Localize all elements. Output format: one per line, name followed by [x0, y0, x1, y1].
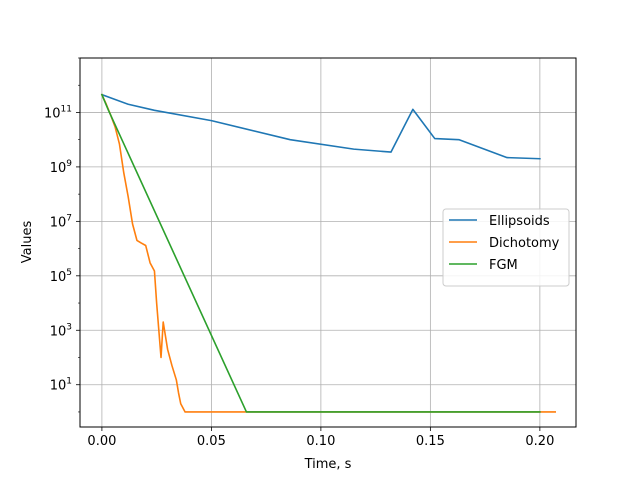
x-tick-label: 0.00: [87, 434, 116, 449]
series-group: [100, 93, 557, 413]
x-axis-ticks: 0.00 0.05 0.10 0.15 0.20: [87, 427, 554, 449]
legend-label: FGM: [489, 258, 518, 273]
legend: Ellipsoids Dichotomy FGM: [442, 208, 570, 287]
x-tick-label: 0.20: [525, 434, 554, 449]
x-axis-label: Time, s: [304, 457, 352, 472]
y-tick-label: 1011: [44, 104, 72, 121]
y-axis-ticks: 101 103 105 107 109 1011: [44, 57, 80, 413]
y-tick-label: 103: [50, 322, 72, 339]
legend-label: Dichotomy: [489, 236, 560, 251]
y-tick-label: 101: [50, 377, 72, 394]
grid: [80, 58, 576, 427]
y-tick-label: 107: [50, 213, 72, 230]
x-tick-label: 0.10: [306, 434, 335, 449]
legend-label: Ellipsoids: [489, 214, 550, 229]
x-tick-label: 0.05: [197, 434, 226, 449]
series-line-fgm: [100, 93, 541, 413]
y-tick-label: 109: [50, 159, 73, 176]
plot-frame: [79, 57, 577, 428]
legend-box: [442, 208, 570, 287]
x-tick-label: 0.15: [416, 434, 445, 449]
y-axis-label: Values: [20, 221, 35, 264]
series-line-dichotomy: [100, 93, 557, 413]
series-line-ellipsoids: [100, 93, 541, 160]
y-tick-label: 105: [50, 268, 72, 285]
